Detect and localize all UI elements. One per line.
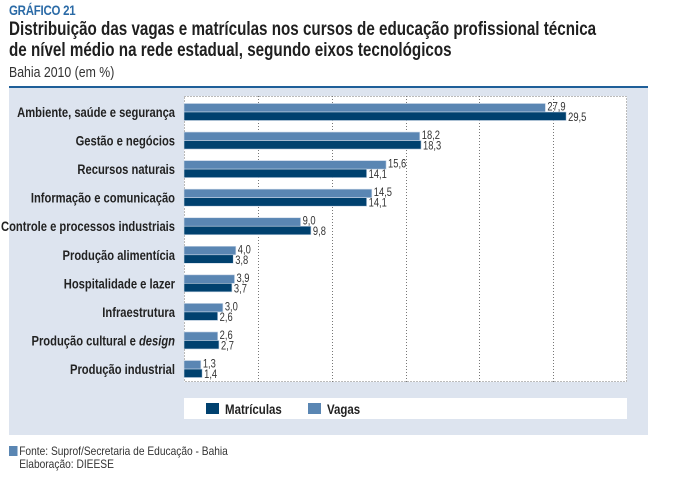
category-label: Hospitalidade e lazer [64, 276, 175, 291]
bar-matriculas [183, 283, 233, 293]
legend: Matrículas Vagas [184, 398, 627, 419]
value-label-vagas: 14,5 [374, 186, 392, 199]
category-label: Gestão e negócios [76, 133, 175, 148]
category-label: Infraestrutura [102, 305, 176, 320]
matriculas-swatch [206, 403, 219, 414]
value-label-vagas: 9,0 [303, 215, 316, 228]
title-rule [9, 86, 648, 88]
value-label-vagas: 3,0 [225, 300, 238, 313]
bar-vagas [183, 103, 546, 113]
value-label-matriculas: 14,1 [369, 197, 387, 210]
value-label-matriculas: 3,7 [234, 282, 247, 295]
value-label-matriculas: 3,8 [235, 254, 248, 267]
bar-matriculas [183, 168, 367, 178]
value-label-vagas: 27,9 [547, 100, 565, 113]
chart-title: Distribuição das vagas e matrículas nos … [9, 19, 597, 61]
category-label: Produção alimentícia [63, 248, 176, 263]
value-label-matriculas: 18,3 [423, 140, 441, 153]
chart-subtitle: Bahia 2010 (em %) [9, 64, 115, 81]
source-line: Fonte: Suprof/Secretaria de Educação - B… [9, 445, 228, 458]
category-label: Ambiente, saúde e segurança [17, 105, 176, 120]
value-label-matriculas: 29,5 [568, 111, 586, 124]
bars [183, 103, 567, 378]
elaboration-line: Elaboração: DIEESE [9, 458, 228, 471]
value-label-matriculas: 14,1 [369, 168, 387, 181]
value-labels: 27,929,518,218,315,614,114,514,19,09,84,… [203, 100, 586, 381]
bar-vagas [183, 131, 421, 141]
elaboration-text: Elaboração: DIEESE [19, 457, 114, 471]
source-bullet-icon [9, 446, 18, 456]
value-label-vagas: 1,3 [203, 358, 216, 371]
category-label: Produção cultural e design [31, 333, 175, 348]
value-label-matriculas: 2,6 [220, 311, 233, 324]
value-label-vagas: 3,9 [237, 272, 250, 285]
value-label-vagas: 2,6 [220, 329, 233, 342]
value-label-vagas: 4,0 [238, 243, 251, 256]
bar-vagas [183, 217, 301, 227]
bar-matriculas [183, 197, 367, 207]
bar-vagas [183, 303, 224, 313]
category-label: Informação e comunicação [31, 191, 175, 206]
category-label: Recursos naturais [77, 162, 175, 177]
category-label-italic: design [139, 333, 175, 348]
source-note: Fonte: Suprof/Secretaria de Educação - B… [9, 445, 266, 471]
legend-label-matriculas: Matrículas [225, 400, 282, 417]
value-label-vagas: 15,6 [388, 158, 406, 171]
category-label: Controle e processos industriais [1, 219, 175, 234]
plot-border [184, 96, 627, 382]
category-labels: Ambiente, saúde e segurança Gestão e negó… [1, 105, 176, 378]
bar-vagas [183, 331, 218, 341]
source-text: Fonte: Suprof/Secretaria de Educação - B… [19, 444, 228, 458]
bar-matriculas [183, 254, 234, 264]
bar-matriculas [183, 368, 203, 378]
bar-vagas [183, 246, 237, 256]
grid-lines [184, 96, 627, 382]
bar-matriculas [183, 140, 422, 150]
value-label-matriculas: 9,8 [313, 225, 326, 238]
legend-item-matriculas: Matrículas [206, 400, 294, 417]
chart-tag: GRÁFICO 21 [9, 2, 76, 18]
value-label-vagas: 18,2 [422, 129, 440, 142]
legend-label-vagas: Vagas [327, 400, 361, 417]
bar-vagas [183, 188, 373, 198]
legend-item-vagas: Vagas [308, 400, 367, 417]
bar-matriculas [183, 311, 218, 321]
bar-vagas [183, 160, 387, 170]
bar-matriculas [183, 225, 312, 236]
bar-matriculas [183, 111, 567, 121]
bar-vagas [183, 274, 235, 284]
category-label: Produção industrial [70, 362, 175, 377]
bar-matriculas [183, 340, 220, 350]
vagas-swatch [308, 403, 321, 414]
value-label-matriculas: 1,4 [204, 368, 217, 381]
bar-vagas [183, 360, 202, 370]
value-label-matriculas: 2,7 [221, 339, 234, 352]
